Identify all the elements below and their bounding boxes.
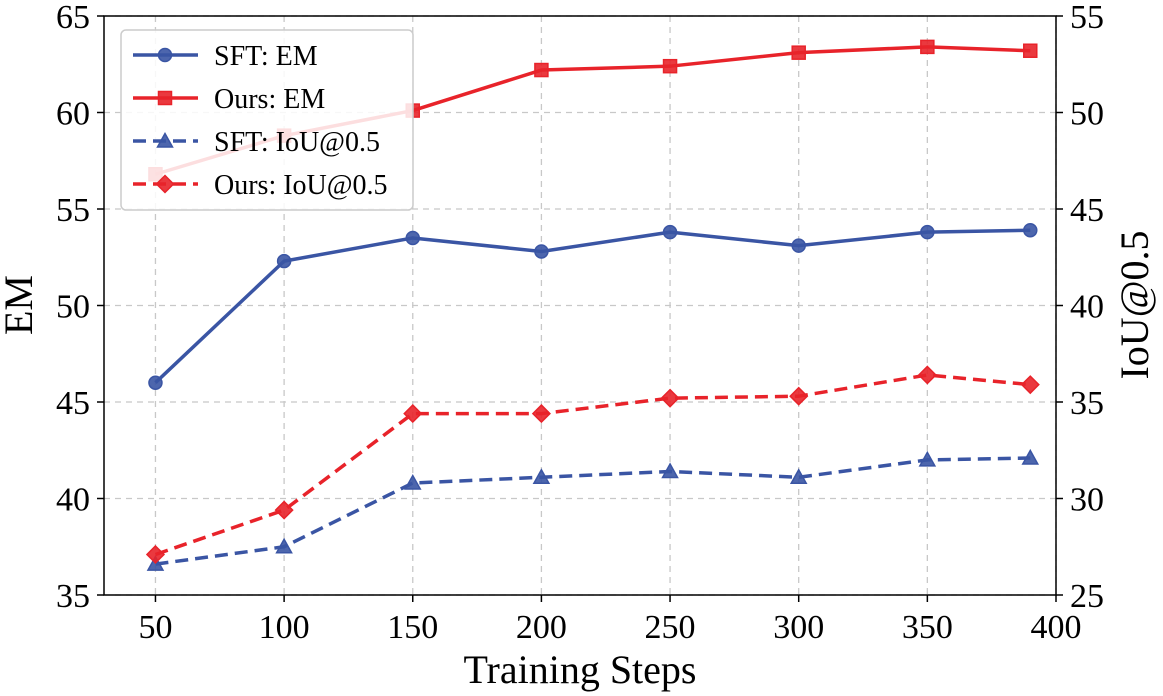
data-point — [275, 537, 293, 554]
y-axis-title: EM — [0, 275, 41, 335]
x-axis-title: Training Steps — [463, 647, 696, 692]
y2-axis-title: IoU@0.5 — [1112, 230, 1157, 379]
x-tick-label: 150 — [387, 609, 438, 646]
legend-label: SFT: EM — [214, 41, 318, 72]
legend-marker — [157, 90, 173, 106]
series-3 — [145, 365, 1040, 565]
series-lines — [145, 39, 1040, 571]
legend-label: SFT: IoU@0.5 — [214, 127, 380, 158]
x-tick-label: 250 — [645, 609, 696, 646]
legend-entry: SFT: EM — [133, 41, 318, 72]
data-point — [791, 45, 806, 60]
data-point — [791, 238, 806, 253]
series-line — [154, 228, 1031, 384]
data-point — [403, 404, 423, 424]
data-point — [534, 62, 549, 78]
legend-label: Ours: IoU@0.5 — [214, 170, 388, 201]
data-point — [920, 39, 935, 55]
legend-label: Ours: EM — [214, 84, 325, 115]
data-point — [531, 404, 551, 424]
x-tick-label: 200 — [516, 609, 567, 646]
legend-entry: Ours: EM — [133, 84, 325, 115]
data-point — [274, 500, 294, 520]
series-line — [155, 456, 1031, 566]
data-point — [403, 474, 422, 490]
y2-tick-label: 30 — [1070, 482, 1104, 519]
y-tick-label: 60 — [56, 96, 90, 133]
data-point — [1020, 375, 1040, 395]
legend-entry: Ours: IoU@0.5 — [133, 170, 388, 201]
legend-marker — [157, 47, 173, 63]
data-point — [1023, 43, 1038, 58]
legend-entry: SFT: IoU@0.5 — [133, 127, 380, 158]
legend-marker — [155, 174, 175, 194]
data-point — [534, 244, 549, 259]
x-tick-label: 350 — [902, 609, 953, 646]
data-point — [918, 450, 937, 467]
data-point — [405, 230, 421, 246]
y2-tick-label: 50 — [1070, 96, 1104, 133]
y-tick-label: 35 — [56, 578, 90, 615]
data-point — [662, 58, 678, 74]
axes: 50 100 150 200 250 300 350 400 35 40 45 50 55 60 65 25 3… — [56, 0, 1104, 646]
data-point — [532, 468, 551, 485]
y-tick-label: 50 — [56, 289, 90, 326]
y-tick-label: 40 — [56, 482, 90, 519]
data-point — [662, 224, 678, 240]
data-point — [148, 375, 163, 390]
series-line — [154, 373, 1031, 557]
x-tick-label: 100 — [259, 609, 310, 646]
x-tick-label: 400 — [1031, 609, 1082, 646]
data-point — [917, 365, 937, 385]
y2-tick-label: 45 — [1070, 192, 1104, 229]
y-tick-label: 45 — [56, 385, 90, 422]
data-point — [920, 224, 935, 240]
y-tick-label: 65 — [56, 0, 90, 36]
data-point — [789, 386, 809, 406]
data-point — [660, 388, 680, 408]
data-point — [661, 462, 679, 479]
legend: SFT: EM Ours: EM SFT: IoU@0.5 Ours: IoU@0.5 — [120, 29, 414, 211]
y2-tick-label: 40 — [1070, 289, 1104, 326]
data-point — [789, 468, 808, 485]
legend-box — [120, 29, 414, 211]
data-point — [145, 544, 166, 565]
data-point — [276, 253, 292, 269]
x-tick-label: 50 — [138, 609, 172, 646]
y2-tick-label: 55 — [1070, 0, 1104, 36]
x-tick-label: 300 — [773, 609, 824, 646]
y2-tick-label: 35 — [1070, 385, 1104, 422]
legend-marker — [156, 131, 174, 148]
series-0 — [148, 222, 1038, 390]
data-point — [1021, 448, 1040, 465]
data-point — [1023, 222, 1038, 238]
y-tick-label: 55 — [56, 192, 90, 229]
y2-tick-label: 25 — [1070, 578, 1104, 615]
